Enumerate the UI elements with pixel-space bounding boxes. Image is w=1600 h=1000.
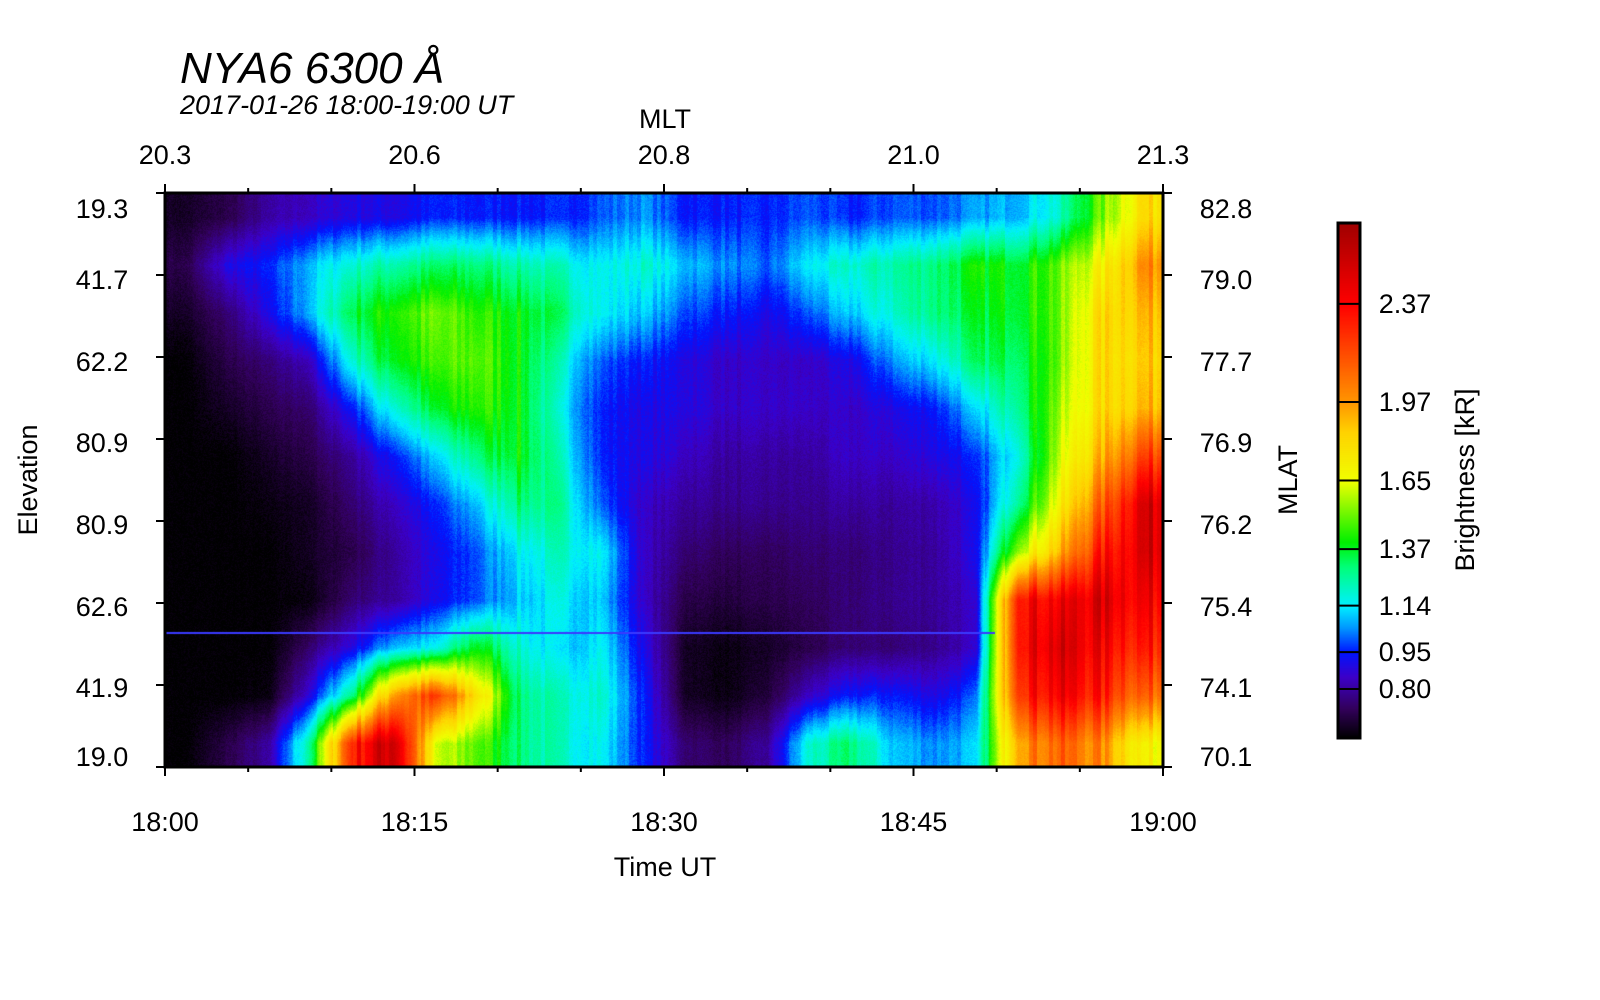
top-tick-label: 20.3 [138, 140, 192, 170]
right-tick-label: 82.8 [1199, 194, 1253, 224]
right-tick-label: 70.1 [1199, 742, 1253, 772]
x-tick-label: 18:15 [380, 807, 449, 837]
right-axis-label: MLAT [1273, 444, 1303, 516]
y-axis-label: Elevation [13, 424, 43, 536]
colorbar-tick-label: 2.37 [1378, 288, 1432, 319]
y-tick-label: 80.9 [75, 428, 129, 458]
colorbar-tick-label: 0.95 [1378, 637, 1432, 668]
plot-frame [163, 191, 1165, 769]
colorbar-tick-label: 1.14 [1378, 590, 1432, 621]
keogram-heatmap [165, 193, 1163, 767]
top-tick-label: 20.8 [637, 140, 691, 170]
right-tick-label: 77.7 [1199, 347, 1253, 377]
y-tick-label: 80.9 [75, 510, 129, 540]
right-tick-label: 79.0 [1199, 265, 1253, 295]
x-tick-label: 18:45 [879, 807, 948, 837]
colorbar-tick-label: 1.37 [1378, 534, 1432, 565]
x-tick-label: 18:30 [630, 807, 698, 837]
colorbar-label: Brightness [kR] [1450, 388, 1480, 572]
x-axis-label: Time UT [613, 852, 717, 882]
top-tick-label: 21.3 [1136, 140, 1190, 170]
colorbar-tick-label: 1.97 [1378, 387, 1432, 418]
y-tick-label: 62.2 [75, 347, 129, 377]
y-tick-label: 19.0 [75, 742, 129, 772]
top-tick-label: 21.0 [887, 140, 940, 170]
colorbar-tick-label: 1.65 [1378, 465, 1432, 496]
chart-title: NYA6 6300 Å [180, 44, 445, 93]
x-tick-label: 19:00 [1129, 807, 1197, 837]
y-tick-label: 19.3 [75, 194, 129, 224]
right-tick-label: 74.1 [1199, 673, 1253, 703]
y-tick-label: 41.7 [75, 265, 129, 295]
top-axis-label: MLT [639, 104, 691, 134]
top-tick-label: 20.6 [388, 140, 441, 170]
right-tick-label: 76.9 [1199, 428, 1253, 458]
colorbar-tick-label: 0.80 [1378, 673, 1432, 704]
y-tick-label: 41.9 [75, 673, 129, 703]
right-tick-label: 75.4 [1199, 592, 1253, 622]
right-tick-label: 76.2 [1199, 510, 1253, 540]
x-tick-label: 18:00 [131, 807, 199, 837]
chart-subtitle: 2017-01-26 18:00-19:00 UT [180, 90, 514, 120]
y-tick-label: 62.6 [75, 592, 129, 622]
